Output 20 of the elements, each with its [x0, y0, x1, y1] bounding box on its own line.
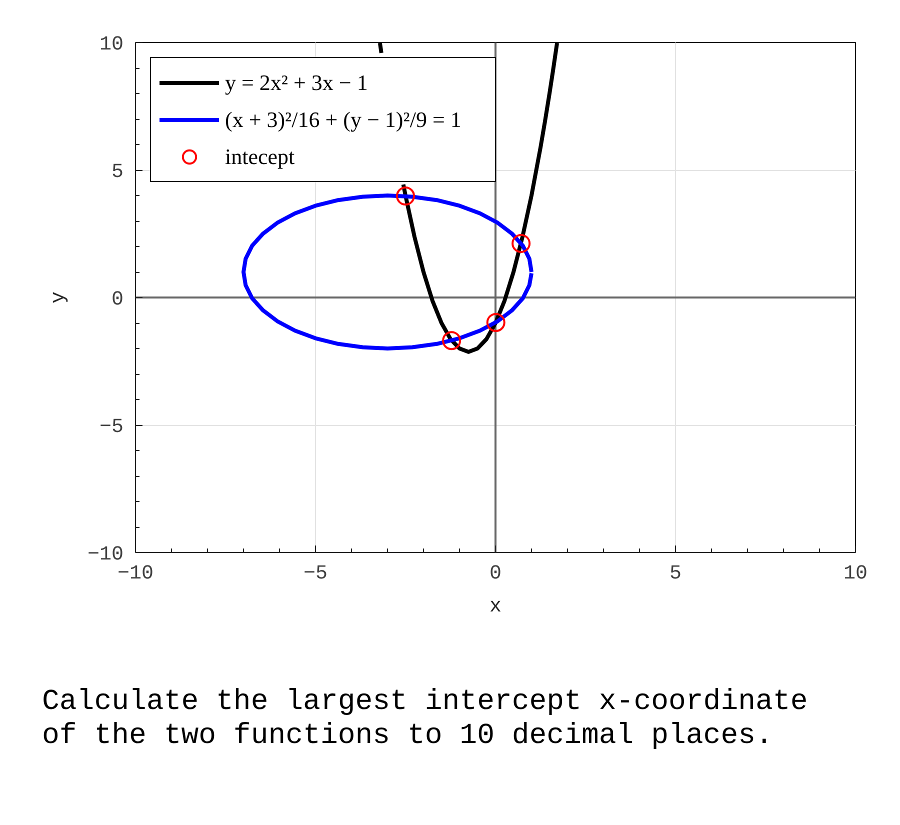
legend-label: y = 2x² + 3x − 1 [225, 68, 369, 97]
legend-label: (x + 3)²/16 + (y − 1)²/9 = 1 [225, 106, 462, 134]
y-tick-label: −5 [99, 416, 124, 439]
y-tick-label: 5 [112, 161, 124, 184]
legend-label: intecept [225, 142, 296, 171]
line-series [242, 194, 534, 350]
y-tick-label: 10 [99, 34, 124, 56]
x-tick-label: −5 [304, 562, 328, 586]
y-tick-label: −10 [87, 544, 124, 566]
y-tick-label: 0 [112, 288, 124, 312]
x-axis-title: x [490, 596, 502, 618]
point [396, 186, 415, 206]
text: Calculate the largest intercept x-coordinate of the two functions to 10 decimal places. [42, 685, 809, 753]
x-tick-label: 10 [844, 562, 868, 586]
x-tick-label: 5 [670, 562, 682, 586]
y-axis-title: y [47, 291, 70, 304]
x-tick-label: 0 [490, 562, 502, 586]
point [442, 331, 462, 350]
point [486, 313, 506, 332]
point [512, 234, 531, 253]
